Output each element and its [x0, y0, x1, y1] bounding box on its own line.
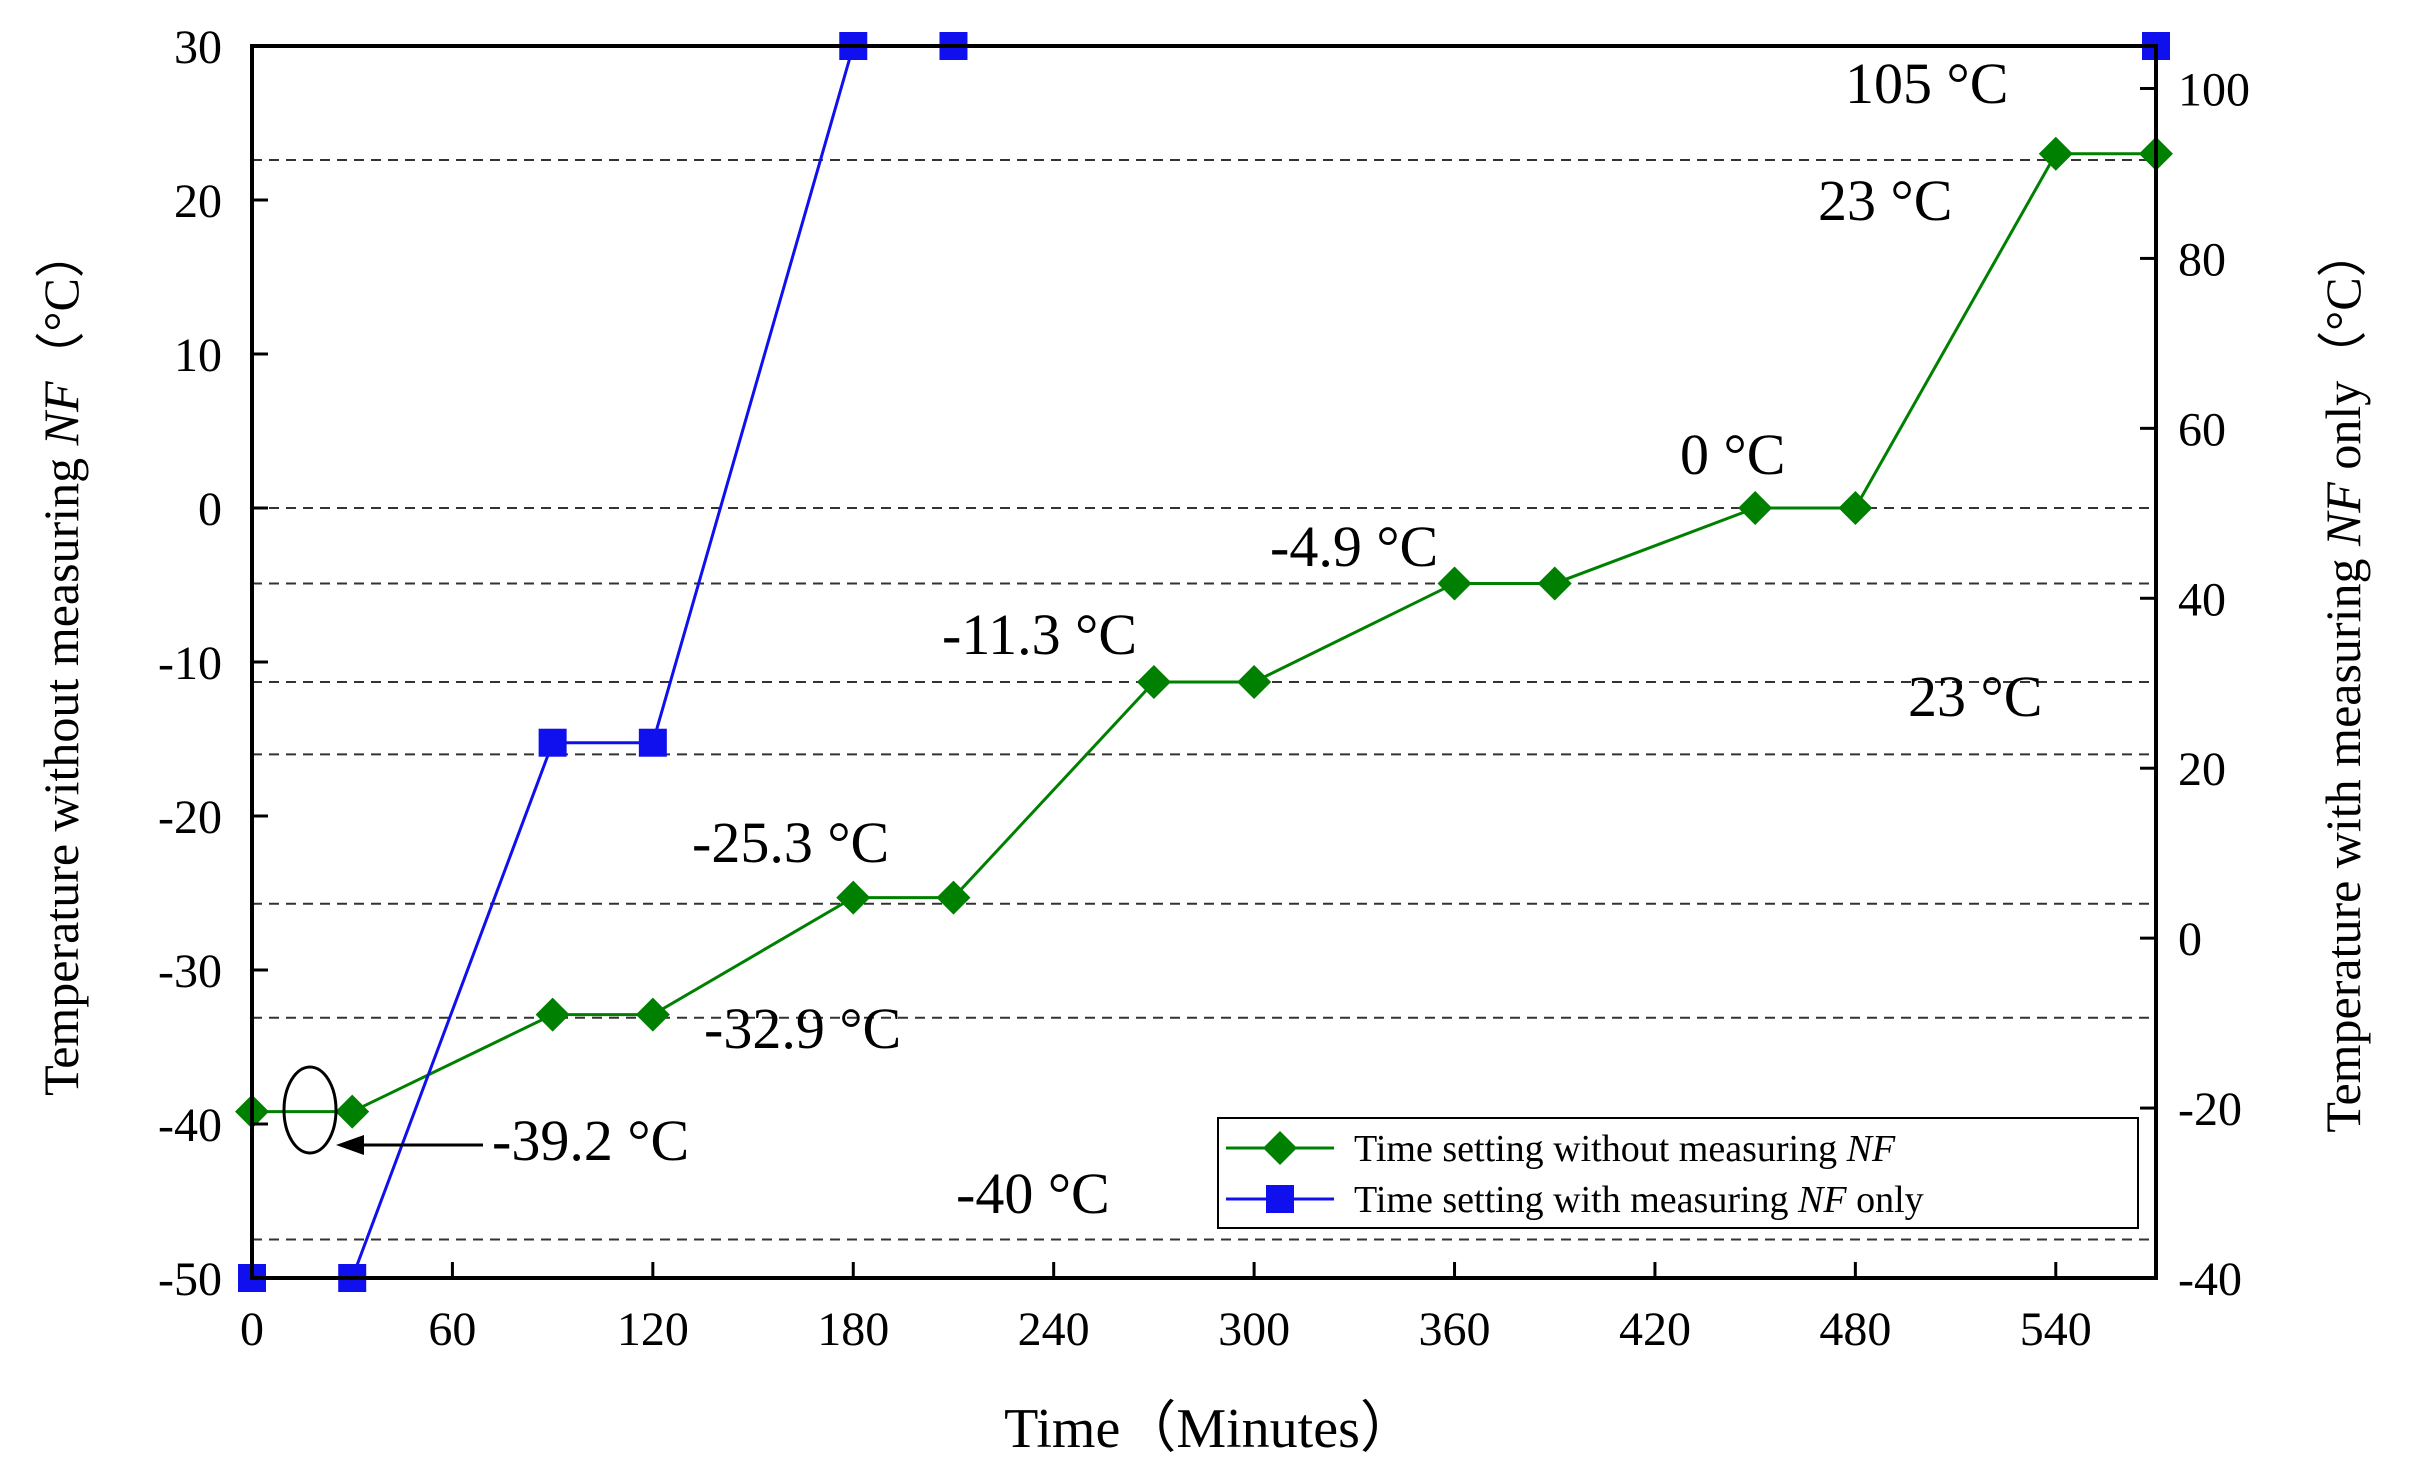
legend-marker-with [1266, 1185, 1294, 1213]
x-tick-label: 0 [240, 1303, 264, 1356]
data-point-without [1537, 566, 1572, 601]
y-left-tick-label: -30 [158, 945, 222, 998]
data-point-without [535, 997, 570, 1032]
data-point-without [1838, 491, 1873, 525]
data-point-without [2038, 136, 2073, 171]
data-point-without [335, 1094, 370, 1129]
data-point-without [635, 997, 670, 1032]
legend-marker-without [1263, 1131, 1297, 1165]
data-point-without [836, 880, 871, 915]
legend-box [1217, 1117, 2139, 1229]
data-point-without [1136, 665, 1171, 700]
series-layer [235, 32, 2173, 1292]
y-left-tick-label: 30 [174, 21, 222, 74]
annotation-label: 105 °C [1845, 51, 2008, 116]
annotation-label: 23 °C [1818, 168, 1952, 233]
x-tick-label: 60 [428, 1303, 476, 1356]
legend-label-without: Time setting without measuring NF [1354, 1128, 1896, 1170]
x-tick-label: 480 [1819, 1303, 1891, 1356]
y-right-tick-label: 80 [2178, 233, 2226, 286]
annotations-layer: 105 °C 23 °C 0 °C -4.9 °C -11.3 °C 23 °C -25.3… [492, 51, 2042, 1226]
y-right-tick-label: 20 [2178, 743, 2226, 796]
y-right-tick-label: 100 [2178, 63, 2250, 116]
y-axis-left-title: Temperature without measuring NF（°C） [33, 228, 89, 1096]
y-right-tick-label: -20 [2178, 1083, 2242, 1136]
x-tick-label: 420 [1619, 1303, 1691, 1356]
annotation-arrowhead [336, 1135, 364, 1155]
annotation-label: -40 °C [956, 1161, 1110, 1226]
data-point-with [538, 728, 567, 757]
data-point-without [1437, 566, 1472, 601]
annotation-label: -39.2 °C [492, 1108, 689, 1173]
annotation-label: -32.9 °C [704, 996, 901, 1061]
legend-label-with: Time setting with measuring NF only [1354, 1179, 1924, 1221]
y-left-tick-label: -20 [158, 791, 222, 844]
data-point-with [638, 728, 667, 757]
y-left-tick-label: -10 [158, 637, 222, 690]
y-left-tick-label: -40 [158, 1099, 222, 1152]
annotation-label: 0 °C [1680, 422, 1785, 487]
x-tick-label: 180 [817, 1303, 889, 1356]
y-right-tick-label: -40 [2178, 1253, 2242, 1306]
annotation-label: -11.3 °C [942, 602, 1137, 667]
ticks-layer: 0 60 120 180 240 300 360 420 480 540-50-40-30-20-… [158, 21, 2250, 1356]
annotation-label: 23 °C [1908, 664, 2042, 729]
x-tick-label: 540 [2020, 1303, 2092, 1356]
y-left-tick-label: 10 [174, 329, 222, 382]
data-point-without [1237, 665, 1272, 700]
y-right-tick-label: 0 [2178, 913, 2202, 966]
x-axis-title: Time（Minutes） [1004, 1398, 1416, 1460]
y-right-tick-label: 60 [2178, 403, 2226, 456]
y-left-tick-label: 20 [174, 175, 222, 228]
y-left-tick-label: 0 [198, 483, 222, 536]
x-tick-label: 120 [617, 1303, 689, 1356]
annotation-label: -4.9 °C [1270, 514, 1438, 579]
x-tick-label: 240 [1018, 1303, 1090, 1356]
x-tick-label: 300 [1218, 1303, 1290, 1356]
data-point-without [1738, 491, 1773, 525]
y-left-tick-label: -50 [158, 1253, 222, 1306]
data-point-without [936, 880, 971, 915]
annotation-label: -25.3 °C [692, 810, 889, 875]
highlight-ellipse [282, 1065, 338, 1155]
y-right-tick-label: 40 [2178, 573, 2226, 626]
x-tick-label: 360 [1419, 1303, 1491, 1356]
legend: Time setting without measuring NF Time se… [1217, 1117, 2139, 1229]
y-axis-right-title: Temperature with measuring NF only（°C） [2315, 227, 2371, 1132]
